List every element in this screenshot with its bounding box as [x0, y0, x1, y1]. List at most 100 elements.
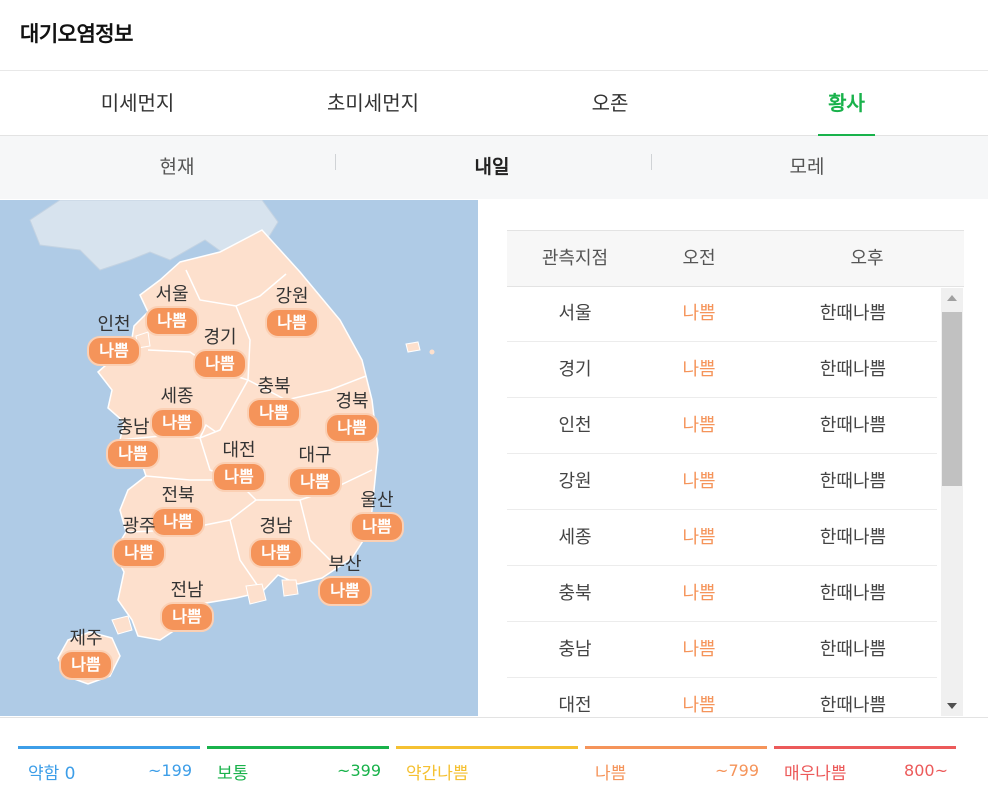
status-badge: 나쁨 [318, 576, 372, 606]
table-row: 충남 나쁨 한때나쁨 [507, 622, 937, 678]
region-name: 경북 [335, 391, 369, 412]
map-marker-jeonbuk[interactable]: 전북 나쁨 [149, 485, 207, 537]
table-row: 경기 나쁨 한때나쁨 [507, 342, 937, 398]
table-row: 대전 나쁨 한때나쁨 [507, 678, 937, 716]
col-header-site: 관측지점 [541, 248, 609, 269]
status-badge: 나쁨 [145, 306, 199, 336]
table-row: 강원 나쁨 한때나쁨 [507, 454, 937, 510]
table-row: 인천 나쁨 한때나쁨 [507, 398, 937, 454]
cell-am: 나쁨 [682, 303, 716, 324]
tab-ultrafine-dust[interactable]: 초미세먼지 [327, 91, 419, 115]
cell-am: 나쁨 [682, 583, 716, 604]
cell-site: 충북 [558, 583, 592, 604]
status-badge: 나쁨 [288, 467, 342, 497]
map-marker-gangwon[interactable]: 강원 나쁨 [263, 286, 321, 338]
status-badge: 나쁨 [325, 413, 379, 443]
tab-fine-dust[interactable]: 미세먼지 [100, 91, 175, 115]
subtab-today[interactable]: 현재 [159, 156, 195, 178]
legend-item-weak: 약함 0 ~199 [18, 746, 200, 785]
legend-label: 약함 0 [28, 764, 76, 784]
day-tabs: 현재 내일 모레 [0, 136, 988, 199]
region-name: 울산 [360, 490, 394, 511]
cell-am: 나쁨 [682, 695, 716, 716]
cell-site: 인천 [558, 415, 592, 436]
cell-pm: 한때나쁨 [819, 359, 887, 380]
map-marker-chungnam[interactable]: 충남 나쁨 [104, 417, 162, 469]
table-body[interactable]: 서울 나쁨 한때나쁨 경기 나쁨 한때나쁨 인천 나쁨 한때나쁨 강원 나쁨 한… [507, 286, 937, 716]
status-badge: 나쁨 [150, 408, 204, 438]
page-title: 대기오염정보 [20, 22, 133, 46]
legend-label: 보통 [217, 764, 249, 784]
map-marker-chungbuk[interactable]: 충북 나쁨 [245, 376, 303, 428]
status-badge: 나쁨 [247, 398, 301, 428]
legend-range: ~199 [148, 761, 192, 780]
legend-label: 나쁨 [595, 764, 627, 784]
tab-ozone[interactable]: 오존 [591, 91, 629, 115]
cell-site: 충남 [558, 639, 592, 660]
status-badge: 나쁨 [106, 439, 160, 469]
legend-label: 매우나쁨 [784, 764, 847, 784]
status-badge: 나쁨 [193, 349, 247, 379]
scrollbar-thumb[interactable] [942, 312, 962, 486]
region-name: 제주 [69, 628, 103, 649]
status-badge: 나쁨 [212, 462, 266, 492]
map-marker-busan[interactable]: 부산 나쁨 [316, 554, 374, 606]
status-badge: 나쁨 [350, 512, 404, 542]
map-marker-daejeon[interactable]: 대전 나쁨 [210, 440, 268, 492]
map-marker-sejong[interactable]: 세종 나쁨 [148, 386, 206, 438]
map-marker-jeju[interactable]: 제주 나쁨 [57, 628, 115, 680]
korea-map: 서울 나쁨 강원 나쁨 인천 나쁨 경기 나쁨 충북 나쁨 세종 나쁨 경북 나… [0, 200, 478, 716]
map-marker-gyeongbuk[interactable]: 경북 나쁨 [323, 391, 381, 443]
table-scrollbar[interactable] [941, 288, 963, 716]
scroll-up-arrow-icon[interactable] [941, 288, 963, 308]
legend-item-slightly-bad: 약간나쁨 [396, 746, 578, 785]
cell-am: 나쁨 [682, 415, 716, 436]
subtab-day-after[interactable]: 모레 [789, 156, 825, 178]
map-marker-ulsan[interactable]: 울산 나쁨 [348, 490, 406, 542]
legend-item-normal: 보통 ~399 [207, 746, 389, 785]
map-marker-jeonnam[interactable]: 전남 나쁨 [158, 580, 216, 632]
legend-label: 약간나쁨 [406, 764, 469, 784]
status-badge: 나쁨 [151, 507, 205, 537]
scroll-down-arrow-icon[interactable] [941, 696, 963, 716]
legend-range: ~399 [337, 761, 381, 780]
map-marker-incheon[interactable]: 인천 나쁨 [85, 314, 143, 366]
region-name: 충남 [116, 417, 150, 438]
cell-am: 나쁨 [682, 471, 716, 492]
status-badge: 나쁨 [87, 336, 141, 366]
legend-range: 800~ [904, 761, 948, 780]
subtab-divider [335, 154, 336, 170]
map-marker-gyeongnam[interactable]: 경남 나쁨 [247, 516, 305, 568]
map-marker-seoul[interactable]: 서울 나쁨 [143, 284, 201, 336]
cell-pm: 한때나쁨 [819, 415, 887, 436]
cell-am: 나쁨 [682, 639, 716, 660]
status-badge: 나쁨 [59, 650, 113, 680]
status-badge: 나쁨 [249, 538, 303, 568]
region-name: 충북 [257, 376, 291, 397]
cell-site: 강원 [558, 471, 592, 492]
col-header-am: 오전 [682, 248, 716, 269]
region-name: 경남 [259, 516, 293, 537]
tab-yellow-dust[interactable]: 황사 [818, 71, 875, 136]
subtab-tomorrow[interactable]: 내일 [474, 156, 510, 178]
region-name: 전북 [161, 485, 195, 506]
map-marker-gwangju[interactable]: 광주 나쁨 [110, 516, 168, 568]
legend-item-very-bad: 매우나쁨 800~ [774, 746, 956, 785]
cell-pm: 한때나쁨 [819, 303, 887, 324]
region-name: 인천 [97, 314, 131, 335]
map-marker-gyeonggi[interactable]: 경기 나쁨 [191, 327, 249, 379]
cell-site: 경기 [558, 359, 592, 380]
cell-pm: 한때나쁨 [819, 695, 887, 716]
region-name: 대전 [222, 440, 256, 461]
map-marker-daegu[interactable]: 대구 나쁨 [286, 445, 344, 497]
cell-site: 서울 [558, 303, 592, 324]
cell-am: 나쁨 [682, 527, 716, 548]
legend-range: ~799 [715, 761, 759, 780]
region-name: 광주 [122, 516, 156, 537]
table-row: 서울 나쁨 한때나쁨 [507, 286, 937, 342]
region-name: 서울 [155, 284, 189, 305]
region-name: 부산 [328, 554, 362, 575]
table-row: 세종 나쁨 한때나쁨 [507, 510, 937, 566]
region-name: 세종 [160, 386, 194, 407]
cell-pm: 한때나쁨 [819, 583, 887, 604]
